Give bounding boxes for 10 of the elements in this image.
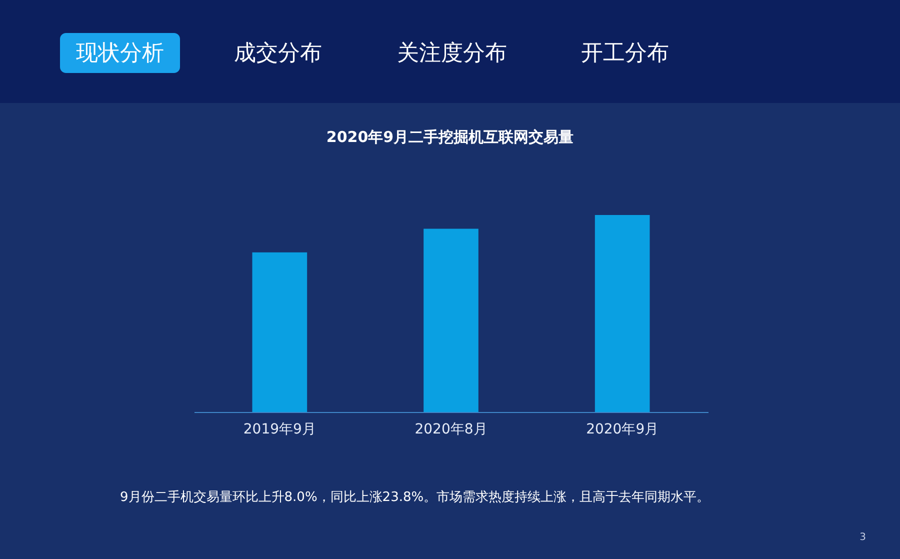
text: 3	[860, 532, 866, 543]
text: 开工分布	[581, 41, 669, 66]
x-tick-label: 2020年9月	[586, 422, 659, 438]
x-tick-label: 2020年8月	[414, 422, 488, 438]
text: 关注度分布	[397, 41, 507, 66]
chart-title: 2020年9月二手挖掘机互联网交易量	[326, 128, 574, 146]
text: 成交分布	[234, 41, 322, 66]
x-tick-label: 2019年9月	[243, 422, 316, 438]
text: 现状分析	[76, 41, 164, 66]
text: 9月份二手机交易量环比上升8.0%，同比上涨23.8%。市场需求热度持续上涨，且高于去年同期水平。	[120, 489, 710, 505]
